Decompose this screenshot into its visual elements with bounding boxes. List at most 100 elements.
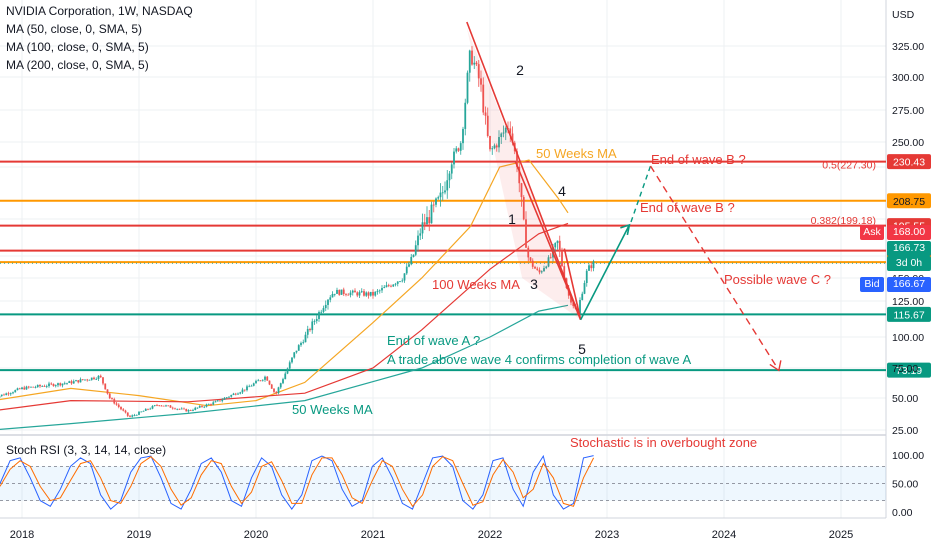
candle-body — [369, 291, 372, 296]
candle-body — [525, 219, 527, 248]
candle-body — [232, 393, 235, 395]
candle-body — [360, 291, 363, 293]
candle-body — [7, 393, 10, 395]
candle-body — [484, 112, 487, 116]
candle-body — [500, 133, 503, 138]
ask-label: Ask — [860, 225, 884, 240]
candle-body — [257, 380, 260, 382]
price-tick-label: 75.00 — [892, 363, 918, 375]
candle-body — [570, 295, 572, 303]
candle-body — [459, 143, 462, 151]
candle-body — [115, 403, 118, 405]
candle-body — [50, 383, 53, 385]
candle-body — [324, 304, 327, 309]
candle-body — [32, 386, 35, 388]
candle-body — [345, 294, 347, 295]
price-tick-label: 125.00 — [892, 296, 924, 308]
candle-body — [351, 290, 354, 293]
stoch-line — [0, 454, 594, 510]
candle-body — [363, 291, 365, 296]
time-tick-label: 2024 — [712, 529, 736, 541]
candle-body — [318, 311, 320, 319]
level-label: 208.75 — [893, 196, 925, 208]
level-label-bg — [887, 193, 931, 209]
annotation: End of wave A ? — [387, 333, 480, 348]
candle-body — [216, 400, 219, 402]
candle-body — [304, 334, 307, 343]
candle-body — [390, 285, 392, 287]
candle-body — [122, 409, 125, 411]
arrow-head-down — [769, 360, 782, 372]
candle-body — [531, 260, 534, 267]
candle-body — [264, 376, 266, 380]
candle-body — [266, 376, 269, 381]
ma-line — [0, 222, 569, 411]
candle-body — [25, 386, 28, 390]
candle-body — [117, 404, 120, 407]
candle-body — [106, 389, 109, 394]
candle-body — [376, 290, 379, 292]
candle-body — [268, 380, 271, 385]
candle-body — [27, 386, 30, 388]
candle-body — [356, 292, 359, 296]
wave-line-2 — [514, 161, 582, 321]
candle-body — [77, 380, 80, 383]
candle-body — [165, 405, 167, 407]
candle-body — [466, 72, 469, 103]
candle-body — [293, 352, 296, 358]
wave-label-1: 1 — [508, 211, 516, 227]
time-tick-label: 2020 — [244, 529, 268, 541]
candle-body — [511, 133, 514, 143]
annotation: 100 Weeks MA — [432, 277, 520, 292]
stoch-tick-label: 50.00 — [892, 479, 918, 491]
candle-body — [313, 321, 316, 322]
candle-body — [219, 400, 221, 402]
candle-body — [0, 394, 3, 397]
stoch-tick-label: 0.00 — [892, 507, 913, 519]
candle-body — [320, 311, 323, 313]
candle-body — [414, 245, 417, 255]
wave-label-2: 2 — [516, 62, 524, 78]
candle-body — [284, 373, 287, 380]
candle-body — [201, 405, 203, 407]
candle-body — [142, 410, 145, 412]
candle-body — [428, 217, 431, 224]
candle-body — [243, 389, 246, 391]
candle-body — [480, 78, 482, 85]
annotation: 50 Weeks MA — [536, 146, 617, 161]
candle-body — [453, 151, 455, 165]
candle-body — [536, 268, 539, 270]
candle-body — [54, 385, 57, 387]
candle-body — [39, 384, 41, 387]
candle-body — [554, 243, 557, 248]
candle-body — [212, 402, 215, 405]
candle-body — [590, 265, 593, 269]
panel-separator — [0, 0, 887, 519]
grid-lines — [0, 0, 886, 518]
candle-body — [203, 406, 206, 408]
price-tick-label: 325.00 — [892, 41, 924, 53]
candle-body — [441, 192, 444, 194]
candle-body — [52, 383, 55, 387]
wave-triangle-fill — [466, 28, 581, 320]
candle-body — [36, 384, 39, 388]
candle-body — [333, 293, 336, 295]
candle-body — [367, 292, 370, 296]
candle-body — [495, 145, 498, 148]
projection-dash-up — [630, 165, 652, 223]
candle-body — [63, 383, 66, 385]
candle-body — [185, 408, 188, 412]
candle-body — [322, 308, 325, 312]
candle-body — [342, 289, 345, 295]
candle-body — [475, 62, 478, 65]
candle-body — [205, 404, 208, 407]
bid-value: 166.67 — [887, 277, 931, 292]
candle-body — [520, 183, 523, 198]
candle-body — [489, 135, 491, 150]
candle-body — [237, 393, 239, 395]
candle-body — [104, 383, 107, 390]
candle-body — [432, 204, 435, 206]
candle-body — [147, 408, 149, 410]
wave-label-5: 5 — [578, 341, 586, 357]
